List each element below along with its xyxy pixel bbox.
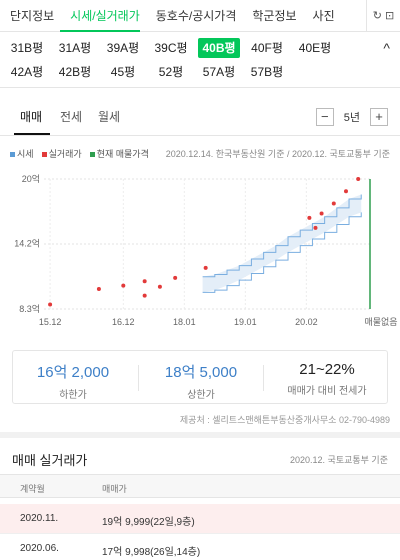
legend-swatch xyxy=(89,152,95,158)
legend-label: 현재 매물가격 xyxy=(96,149,149,159)
row-price: 17억 9,998(26일,14층) xyxy=(102,547,201,558)
pyeong-chip[interactable]: 39C평 xyxy=(154,41,188,55)
trade-point xyxy=(121,283,126,288)
period-selector: − 5년 + xyxy=(315,108,388,126)
pyeong-row-1: 31B평 31A평 39A평 39C평 40B평 40F평 40E평 xyxy=(0,38,360,62)
legend-swatch xyxy=(10,152,15,158)
refresh-icon-glyph: ↻ ⊡ xyxy=(372,10,395,22)
legend-label: 시세 xyxy=(17,149,34,159)
trade-point xyxy=(142,279,147,284)
tab-unit-price[interactable]: 동호수/공시가격 xyxy=(155,8,237,23)
summary-ratio: 21~22% 매매가 대비 전세가 xyxy=(267,361,387,397)
summary-high-value: 18억 5,000 xyxy=(164,364,238,381)
legend-label: 실거래가 xyxy=(48,149,82,159)
pyeong-chip[interactable]: 57B평 xyxy=(250,65,284,79)
legend-item: 실거래가 xyxy=(41,147,82,160)
pyeong-chip[interactable]: 57A평 xyxy=(202,65,236,79)
section-divider xyxy=(0,432,400,438)
table-header: 계약월 매매가 xyxy=(0,474,400,498)
y-tick-label: 14.2억 xyxy=(14,237,40,248)
column-header-month: 계약월 xyxy=(20,484,45,494)
trade-point xyxy=(142,293,147,298)
trade-point xyxy=(173,275,178,280)
tab-photos[interactable]: 사진 xyxy=(312,8,335,23)
tab-price[interactable]: 시세/실거래가 xyxy=(60,0,140,32)
pyeong-chip-active[interactable]: 40B평 xyxy=(198,38,240,58)
y-tick-label: 20억 xyxy=(22,173,40,184)
trade-type-tabs: 매매 전세 월세 − 5년 + xyxy=(0,100,400,136)
trade-point xyxy=(307,215,312,220)
pyeong-chip[interactable]: 52평 xyxy=(158,65,184,79)
summary-high: 18억 5,000 상한가 xyxy=(141,361,261,401)
x-tick-label: 20.02 xyxy=(295,317,318,327)
top-tab-bar: 단지정보 시세/실거래가 동호수/공시가격 학군정보 사진 ↻ ⊡ xyxy=(0,0,400,32)
chart-source-note: 2020.12.14. 한국부동산원 기준 / 2020.12. 국토교통부 기… xyxy=(165,149,390,159)
price-band-area xyxy=(202,194,362,293)
refresh-icon[interactable]: ↻ ⊡ xyxy=(366,0,400,32)
pyeong-chip[interactable]: 31B평 xyxy=(10,41,44,55)
period-minus-button[interactable]: − xyxy=(315,108,334,126)
legend-item: 시세 xyxy=(10,147,34,160)
column-header-price: 매매가 xyxy=(102,484,127,494)
tab-complex-info[interactable]: 단지정보 xyxy=(10,8,55,23)
pyeong-chip[interactable]: 40E평 xyxy=(298,41,332,55)
trade-point xyxy=(319,211,324,216)
pyeong-selector: 31B평 31A평 39A평 39C평 40B평 40F평 40E평 42A평 … xyxy=(0,32,400,88)
trade-point xyxy=(343,189,348,194)
tab-school[interactable]: 학군정보 xyxy=(252,8,297,23)
data-credit: 제공처 : 셀리트스맨해튼부동산중개사무소 02-790-4989 xyxy=(179,415,390,425)
pyeong-chip[interactable]: 40F평 xyxy=(251,41,283,55)
price-band-upper-line xyxy=(202,194,362,278)
row-month: 2020.06. xyxy=(20,543,59,554)
legend-item: 현재 매물가격 xyxy=(89,147,149,160)
x-tick-label: 15.12 xyxy=(39,317,62,327)
summary-ratio-label: 매매가 대비 전세가 xyxy=(287,386,367,397)
tab-jeonse[interactable]: 전세 xyxy=(60,110,83,124)
table-row[interactable]: 2020.11. 19억 9,999(22일,9층) xyxy=(0,504,400,534)
trade-point xyxy=(203,265,208,270)
section-source: 2020.12. 국토교통부 기준 xyxy=(290,455,388,465)
chart-legend: 시세 실거래가 현재 매물가격 xyxy=(10,147,149,160)
pyeong-chip[interactable]: 42A평 xyxy=(10,65,44,79)
row-price: 19억 9,999(22일,9층) xyxy=(102,517,195,528)
period-plus-button[interactable]: + xyxy=(370,108,388,126)
summary-divider xyxy=(263,365,264,391)
summary-low: 16억 2,000 하한가 xyxy=(13,361,133,401)
x-tick-label: 16.12 xyxy=(112,317,135,327)
tab-monthly-rent[interactable]: 월세 xyxy=(98,110,121,124)
table-row[interactable]: 2020.06. 17억 9,998(26일,14층) xyxy=(0,534,400,560)
y-tick-label: 8.3억 xyxy=(19,303,40,314)
tab-sale[interactable]: 매매 xyxy=(20,110,43,124)
summary-ratio-value: 21~22% xyxy=(299,361,355,378)
summary-low-label: 하한가 xyxy=(59,390,87,401)
period-value: 5년 xyxy=(343,112,360,124)
x-end-label: 매물없음 xyxy=(364,317,397,327)
active-tab-underline xyxy=(14,133,50,135)
summary-low-value: 16억 2,000 xyxy=(36,364,110,381)
trade-point xyxy=(331,201,336,206)
trade-point xyxy=(48,302,53,307)
price-summary: 16억 2,000 하한가 18억 5,000 상한가 21~22% 매매가 대… xyxy=(12,350,388,404)
legend-swatch xyxy=(41,152,47,158)
collapse-chevron-icon[interactable]: ^ xyxy=(383,40,390,56)
price-band-lower-line xyxy=(202,212,362,293)
section-title: 매매 실거래가 xyxy=(12,453,88,468)
row-month: 2020.11. xyxy=(20,513,59,524)
summary-high-label: 상한가 xyxy=(187,390,215,401)
trade-point xyxy=(157,284,162,289)
x-tick-label: 18.01 xyxy=(173,317,196,327)
trade-point xyxy=(356,177,361,181)
pyeong-chip[interactable]: 39A평 xyxy=(106,41,140,55)
pyeong-chip[interactable]: 31A평 xyxy=(58,41,92,55)
summary-divider xyxy=(138,365,139,391)
trade-point xyxy=(96,287,101,291)
pyeong-chip[interactable]: 45평 xyxy=(110,65,136,79)
price-chart: 8.3억 14.2억 20억 15.12 16.12 18.01 19.01 20.02 매물없… xyxy=(14,173,397,327)
pyeong-chip[interactable]: 42B평 xyxy=(58,65,92,79)
pyeong-row-2: 42A평 42B평 45평 52평 57A평 57B평 xyxy=(0,62,360,86)
x-tick-label: 19.01 xyxy=(234,317,257,327)
trade-point xyxy=(313,225,318,230)
